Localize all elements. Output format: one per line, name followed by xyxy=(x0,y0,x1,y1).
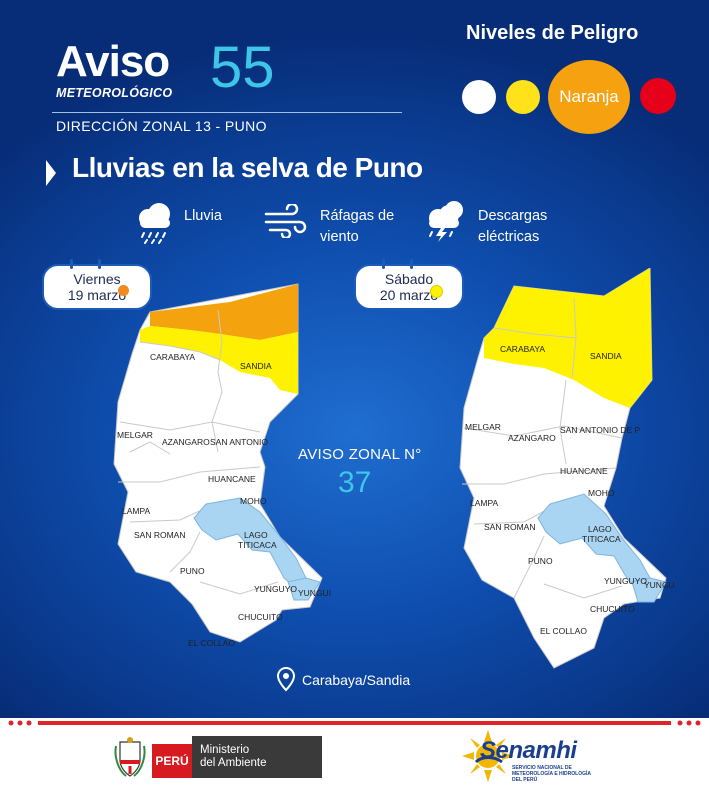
level-orange-dot xyxy=(548,60,630,134)
map1-label-san-roman: SAN ROMAN xyxy=(134,530,186,540)
aviso-title: Aviso xyxy=(56,37,170,86)
footer xyxy=(0,718,709,792)
location-pin-icon xyxy=(276,666,296,692)
niveles-title: Niveles de Peligro xyxy=(466,22,639,44)
calendar-rings-icon xyxy=(382,259,413,269)
meteorologico-subtitle: METEOROLÓGICO xyxy=(56,86,173,100)
map2-label-sandia: SANDIA xyxy=(590,351,622,361)
map1-label-titicaca: TITICACA xyxy=(238,540,277,550)
map2-label-chucuito: CHUCUITO xyxy=(590,604,635,614)
map2-label-san-antonio: SAN ANTONIO DE P xyxy=(560,425,641,435)
map1-label-huancane: HUANCANE xyxy=(208,474,256,484)
hazard-lightning-line1: Descargas xyxy=(478,208,548,224)
senamhi-subtitle: SERVICIO NACIONAL DE METEOROLOGÍA E HIDR… xyxy=(512,765,591,783)
hazard-rain-label: Lluvia xyxy=(184,208,222,224)
level-red-dot xyxy=(640,78,676,114)
direccion-zonal: DIRECCIÓN ZONAL 13 - PUNO xyxy=(56,118,267,134)
date-pill-sabado-day: Sábado xyxy=(384,271,434,287)
location-label: Carabaya/Sandia xyxy=(302,672,411,688)
map2-label-yunguyo: YUNGUYO xyxy=(604,576,647,586)
map2-label-huancane: HUANCANE xyxy=(560,466,608,476)
map1-label-yungui: YUNGUI xyxy=(298,588,332,598)
hazard-wind-line2: viento xyxy=(320,229,359,245)
peru-coat-of-arms-icon xyxy=(114,737,146,777)
map2-label-lago: LAGO xyxy=(588,524,612,534)
map2-label-carabaya: CARABAYA xyxy=(500,344,546,354)
aviso-zonal-label: AVISO ZONAL N° xyxy=(298,446,422,463)
map1-label-azangaro: AZANGARO xyxy=(162,437,210,447)
headline: Lluvias en la selva de Puno xyxy=(72,152,423,183)
map-viernes xyxy=(113,283,323,643)
map1-label-yunguyo: YUNGUYO xyxy=(254,584,297,594)
viernes-orange-zone xyxy=(150,284,298,340)
aviso-zonal-number: 37 xyxy=(338,466,372,499)
hazard-wind-line1: Ráfagas de xyxy=(320,208,395,224)
ministerio-line2: del Ambiente xyxy=(200,757,267,769)
date-pill-viernes-date: 19 marzo xyxy=(67,287,127,303)
ministerio-box: Ministerio del Ambiente xyxy=(192,736,322,778)
map1-label-puno: PUNO xyxy=(180,566,205,576)
headline-arrow-icon xyxy=(46,160,56,186)
map-sabado xyxy=(459,268,667,669)
level-orange-label: Naranja xyxy=(559,87,619,106)
date-pill-sabado-date: 20 marzo xyxy=(379,287,439,303)
map1-label-carabaya: CARABAYA xyxy=(150,352,196,362)
senamhi-sun-icon xyxy=(462,730,514,782)
map2-label-titicaca: TITICACA xyxy=(582,534,621,544)
sabado-yellow-zone xyxy=(484,268,652,408)
map1-label-el-collao: EL COLLAO xyxy=(188,638,235,648)
rain-cloud-icon xyxy=(139,203,170,244)
senamhi-logo-text: Senamhi xyxy=(480,737,577,764)
map2-label-lampa: LAMPA xyxy=(470,498,499,508)
peru-box: PERÚ xyxy=(152,744,192,778)
calendar-rings-icon xyxy=(70,259,101,269)
map2-label-moho: MOHO xyxy=(588,488,615,498)
date-pill-viernes-day: Viernes xyxy=(73,271,121,287)
map2-label-azangaro: AZANGARO xyxy=(508,433,556,443)
hazard-lightning-line2: eléctricas xyxy=(478,229,540,245)
map1-label-lampa: LAMPA xyxy=(122,506,151,516)
map1-label-lago: LAGO xyxy=(244,530,268,540)
date-pill-viernes: Viernes 19 marzo xyxy=(42,264,152,310)
ministerio-line1: Ministerio xyxy=(200,744,250,756)
map1-label-melgar: MELGAR xyxy=(117,430,153,440)
map1-label-sandia: SANDIA xyxy=(240,361,272,371)
map2-label-yungu: YUNGU xyxy=(644,580,675,590)
viernes-yellow-zone xyxy=(140,326,298,394)
date-dot-sabado xyxy=(430,285,443,298)
level-yellow-dot xyxy=(506,80,540,114)
map2-label-melgar: MELGAR xyxy=(465,422,501,432)
map2-label-san-roman: SAN ROMAN xyxy=(484,522,536,532)
wind-gust-icon xyxy=(264,204,307,238)
map1-label-moho: MOHO xyxy=(240,496,267,506)
date-pill-sabado: Sábado 20 marzo xyxy=(354,264,464,310)
warning-poster: Aviso METEOROLÓGICO 55 DIRECCIÓN ZONAL 1… xyxy=(0,0,709,718)
level-white-dot xyxy=(462,80,496,114)
title-divider xyxy=(52,112,402,113)
map1-label-san-antonio: SAN ANTONIO xyxy=(210,437,268,447)
map2-label-el-collao: EL COLLAO xyxy=(540,626,587,636)
map1-label-chucuito: CHUCUITO xyxy=(238,612,283,622)
aviso-number: 55 xyxy=(210,35,275,100)
map2-label-puno: PUNO xyxy=(528,556,553,566)
date-dot-viernes xyxy=(118,285,129,296)
footer-red-rule xyxy=(8,720,701,726)
lightning-cloud-icon xyxy=(429,201,463,242)
